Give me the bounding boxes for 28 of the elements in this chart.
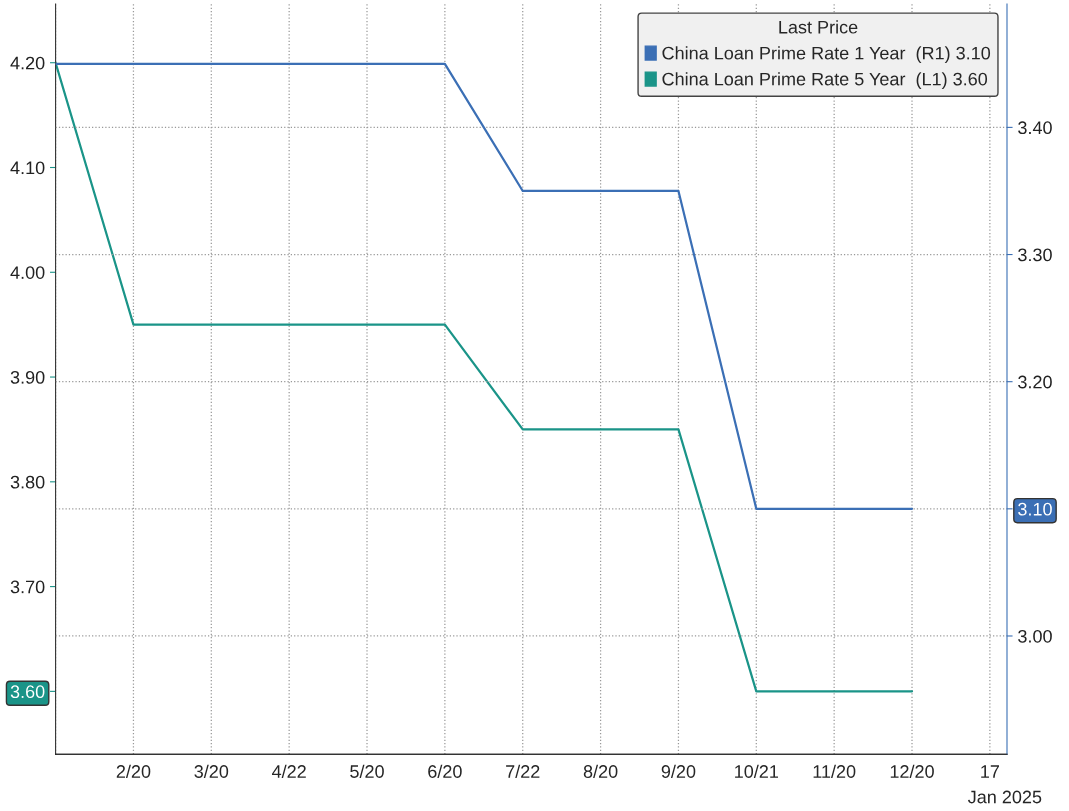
legend-title: Last Price	[779, 20, 858, 34]
y-tick-label: 4.20	[10, 56, 45, 70]
x-tick-label: 8/20	[583, 764, 618, 778]
y-tick-label: 3.80	[10, 475, 45, 489]
x-tick-label: 9/20	[661, 764, 696, 778]
y2-tick-label: 3.10	[1018, 502, 1052, 516]
x-tick-label: 17	[981, 765, 1000, 778]
y-tick-label: 3.70	[10, 580, 45, 594]
legend-label: China Loan Prime Rate 5 Year (L1) 3.60	[662, 72, 988, 90]
x-tick-label: 11/20	[813, 764, 856, 778]
y2-tick-label: 3.20	[1018, 375, 1052, 389]
x-tick-label: 10/21	[735, 764, 779, 778]
x-tick-label: 12/20	[890, 764, 934, 778]
y-tick-label: 4.00	[10, 266, 45, 279]
x-tick-label: 6/20	[428, 764, 462, 778]
legend-label: China Loan Prime Rate 1 Year (R1) 3.10	[662, 46, 991, 64]
y-tick-label: 4.10	[10, 161, 45, 175]
y-tick-label: 3.60	[10, 685, 45, 699]
x-tick-label: 2/20	[116, 764, 151, 778]
y2-tick-label: 3.40	[1018, 121, 1052, 135]
y2-tick-label: 3.00	[1018, 629, 1052, 643]
x-tick-label: 4/22	[272, 764, 306, 778]
text: Jan 2025	[968, 790, 1042, 804]
y-tick-label: 3.90	[10, 370, 45, 384]
y2-tick-label: 3.30	[1018, 248, 1052, 262]
x-tick-label: 7/22	[506, 764, 540, 778]
x-tick-label: 5/20	[350, 764, 384, 778]
x-tick-label: 3/20	[194, 764, 229, 778]
